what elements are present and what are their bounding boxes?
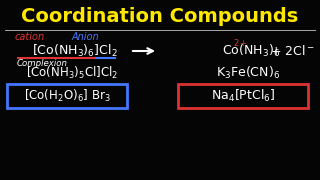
Text: cation: cation <box>15 32 45 42</box>
Text: Complexion: Complexion <box>17 60 68 69</box>
Bar <box>7 84 127 108</box>
Text: $\mathsf{K_3Fe(CN)_6}$: $\mathsf{K_3Fe(CN)_6}$ <box>216 65 280 81</box>
Text: $\mathsf{Co(NH_3)_6}$: $\mathsf{Co(NH_3)_6}$ <box>222 43 280 59</box>
Text: $\mathsf{+ \ 2Cl}^-$: $\mathsf{+ \ 2Cl}^-$ <box>270 44 315 58</box>
Text: $[\mathsf{Co(NH_3)_6}]\mathsf{Cl_2}$: $[\mathsf{Co(NH_3)_6}]\mathsf{Cl_2}$ <box>32 43 118 59</box>
Text: $[\mathsf{Co(H_2O)_6}]\ \mathsf{Br_3}$: $[\mathsf{Co(H_2O)_6}]\ \mathsf{Br_3}$ <box>24 88 110 104</box>
Text: $[\mathsf{Co(NH_3)_5Cl}]\mathsf{Cl_2}$: $[\mathsf{Co(NH_3)_5Cl}]\mathsf{Cl_2}$ <box>26 65 118 81</box>
Bar <box>178 84 308 108</box>
Text: Coordination Compounds: Coordination Compounds <box>21 6 299 26</box>
Text: $\mathsf{2+}$: $\mathsf{2+}$ <box>233 37 248 48</box>
Text: $\mathsf{Na_4[PtCl_6]}$: $\mathsf{Na_4[PtCl_6]}$ <box>211 88 275 104</box>
Text: Anion: Anion <box>71 32 99 42</box>
